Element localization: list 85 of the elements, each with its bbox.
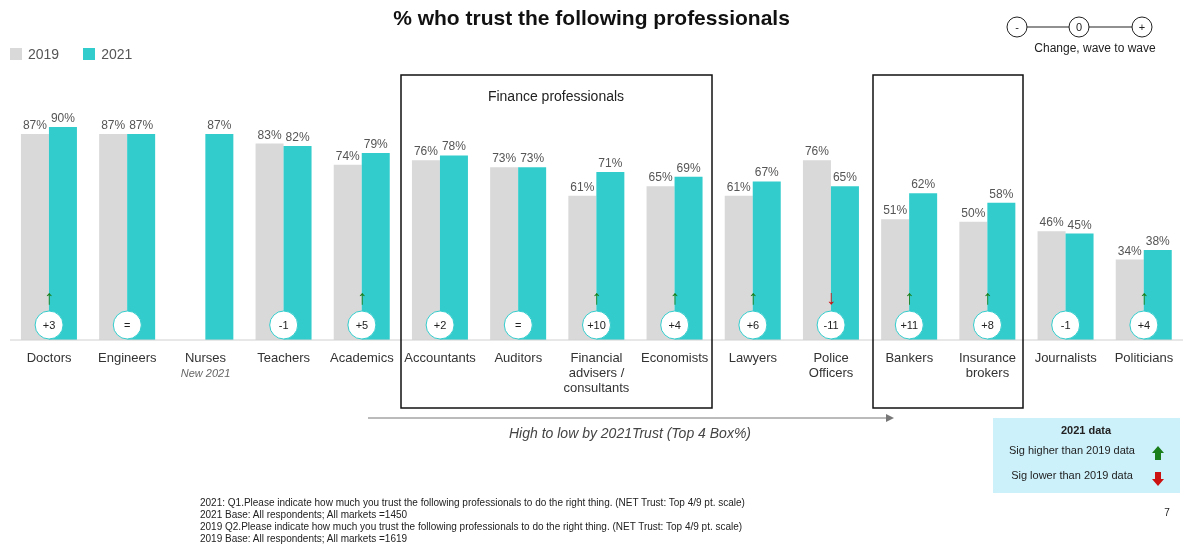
data-label: 34%	[1117, 243, 1143, 258]
annotation: ↓	[826, 286, 837, 308]
annotation: =	[515, 319, 522, 331]
data-label: 74%	[335, 148, 361, 163]
annotation: -1	[1060, 319, 1071, 331]
annotation: -11	[823, 319, 839, 331]
data-label: 87%	[129, 118, 154, 133]
data-label: 76%	[804, 144, 830, 159]
annotation: ↑	[1138, 286, 1149, 308]
data-label: 46%	[1039, 215, 1064, 230]
text: 2019 Base: All respondents; All markets =1619	[200, 533, 408, 544]
data-label: 45%	[1067, 217, 1092, 232]
annotation: +6	[746, 319, 760, 331]
data-label: 61%	[570, 179, 595, 194]
text: New 2021	[180, 367, 231, 379]
data-label: 50%	[961, 205, 986, 220]
text: 2019 Q2.Please indicate how much you trust the following professionals to do the right thing. (NET Trust: Top 4/9 pt. scale)	[200, 521, 743, 532]
data-label: 51%	[883, 203, 908, 218]
data-label: 87%	[101, 118, 126, 133]
text: +	[1138, 21, 1146, 33]
x-tick-label: Engineers	[98, 350, 158, 365]
text: 7	[1164, 507, 1171, 518]
annotation: +3	[42, 319, 56, 331]
data-label: 83%	[257, 127, 282, 142]
annotation: +4	[1137, 319, 1151, 331]
x-tick-label: Economists	[641, 350, 709, 365]
annotation: =	[124, 319, 131, 331]
text: -	[1015, 21, 1020, 33]
bar	[205, 134, 234, 340]
data-label: 78%	[441, 139, 467, 154]
x-tick-label: Insurance brokers	[958, 350, 1017, 380]
annotation: ↑	[591, 286, 602, 308]
data-label: 73%	[520, 151, 545, 166]
data-label: 67%	[754, 165, 780, 180]
annotation: ↑	[747, 286, 758, 308]
data-label: 38%	[1145, 234, 1171, 249]
annotation: -1	[278, 319, 289, 331]
annotation: +11	[900, 319, 919, 331]
annotation: ↑	[982, 286, 993, 308]
data-label: 61%	[726, 179, 752, 194]
x-tick-label: Auditors	[494, 350, 543, 365]
data-label: 82%	[285, 129, 310, 144]
data-label: 58%	[989, 186, 1014, 201]
x-tick-label: Accountants	[404, 350, 477, 365]
legend-label: 2021	[101, 46, 133, 62]
text: Change, wave to wave	[1034, 41, 1157, 55]
x-tick-label: Doctors	[26, 350, 72, 365]
data-label: 79%	[363, 137, 389, 152]
x-tick-label: Police Officers	[808, 350, 854, 380]
x-tick-label: Teachers	[257, 350, 311, 365]
data-label: 69%	[676, 160, 701, 175]
data-label: 62%	[911, 177, 936, 192]
text: 2021 data	[1060, 424, 1112, 436]
annotation: ↑	[44, 286, 55, 308]
data-label: 87%	[22, 118, 48, 133]
x-tick-label: Academics	[330, 350, 395, 365]
legend-label: 2019	[28, 46, 60, 62]
text: Finance professionals	[487, 88, 625, 104]
x-tick-label: Bankers	[885, 350, 934, 365]
text: Sig lower than 2019 data	[1011, 469, 1134, 481]
x-tick-label: Financial advisers / consultants	[563, 350, 630, 395]
text: 2021 Base: All respondents; All markets =1450	[200, 509, 408, 520]
data-label: 65%	[832, 170, 858, 185]
annotation: +8	[981, 319, 994, 331]
data-label: 90%	[50, 111, 76, 125]
data-label: 71%	[598, 155, 623, 170]
x-tick-label: Lawyers	[728, 350, 778, 365]
text: High to low by 2021Trust (Top 4 Box%)	[508, 425, 752, 441]
annotation: ↑	[904, 286, 915, 308]
x-tick-label: Nurses	[184, 350, 227, 365]
text: 0	[1075, 21, 1083, 33]
annotation: +2	[433, 319, 447, 331]
annotation: +4	[668, 319, 681, 331]
annotation: ↑	[356, 286, 367, 308]
text: 2021: Q1.Please indicate how much you trust the following professionals to do the right thing. (NET Trust: Top 4/9 pt. scale)	[200, 497, 745, 508]
text: Sig higher than 2019 data	[1009, 444, 1136, 456]
annotation: +10	[587, 319, 606, 331]
annotation: +5	[355, 319, 369, 331]
x-tick-label: Journalists	[1034, 350, 1098, 365]
data-label: 65%	[648, 170, 673, 185]
x-tick-label: Politicians	[1114, 350, 1174, 365]
data-label: 76%	[413, 144, 439, 159]
chart-title: % who trust the following professionals	[393, 6, 790, 29]
data-label: 87%	[207, 118, 232, 133]
data-label: 73%	[492, 151, 517, 166]
